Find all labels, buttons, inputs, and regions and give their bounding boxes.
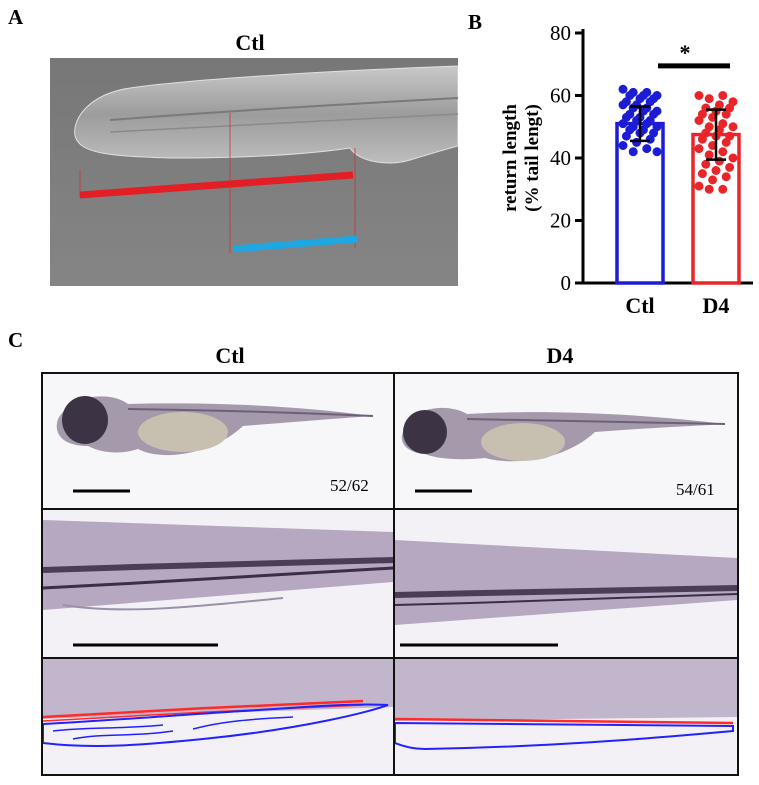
data-point [721,172,731,182]
data-point [718,147,728,157]
data-point [697,169,707,179]
data-point [652,147,662,157]
data-point [728,122,738,132]
tail-zoom-d4 [395,510,737,657]
data-point [721,109,731,119]
data-point [725,162,735,172]
y-axis-label: return length(% tail lengt) [500,104,543,212]
tail-length-bar [79,171,354,199]
data-point [711,166,721,175]
tail-shape [74,65,458,164]
y-tick-label: 40 [550,146,571,170]
data-point [694,181,704,191]
d4-count: 54/61 [676,480,715,499]
data-point [618,84,628,94]
return-length-bar [232,235,358,253]
data-point [708,175,718,185]
panel-a-letter: A [8,5,24,29]
y-tick-label: 60 [550,84,571,108]
y-tick-label: 80 [550,21,571,45]
y-tick-label: 20 [550,209,571,233]
grid-divider-row1 [41,508,739,510]
significance-marker: * [680,40,691,65]
tail-zoom-ctl [43,510,393,657]
grid-divider-row2 [41,657,739,659]
x-tick-label-ctl: Ctl [625,293,654,318]
data-point [704,184,714,194]
data-point [704,94,714,104]
larva-d4-whole [395,374,737,508]
column-title-d4: D4 [546,343,574,368]
data-point [618,119,628,129]
data-point [621,131,631,141]
data-point [645,134,655,144]
data-point [701,159,711,169]
data-point [694,91,704,100]
larva-ctl-whole [43,374,393,508]
panel-c-letter: C [8,328,24,352]
y-tick-label: 0 [561,271,572,295]
image-grid [41,372,739,776]
data-point [618,141,628,150]
x-tick-label-d4: D4 [703,293,730,318]
data-point [694,116,704,125]
data-point [718,91,728,100]
data-point [721,137,731,147]
bar-chart: 0 20 40 60 80 return length(% tail lengt) Ctl D… [500,21,753,318]
tail-outline-ctl [43,659,393,774]
data-point [718,184,728,194]
data-point [704,150,714,160]
data-point [618,100,628,110]
ctl-count: 52/62 [330,476,369,495]
data-point [697,134,707,144]
data-point [728,153,738,163]
data-point [694,144,704,154]
tail-measurement-image [50,58,458,286]
panel-a-title: Ctl [235,30,265,55]
grid-divider-vertical [393,372,395,776]
tail-outline-d4 [395,659,737,774]
panel-b-letter: B [468,10,483,34]
column-title-ctl: Ctl [215,343,245,368]
data-point [642,144,652,154]
data-point [628,147,638,157]
